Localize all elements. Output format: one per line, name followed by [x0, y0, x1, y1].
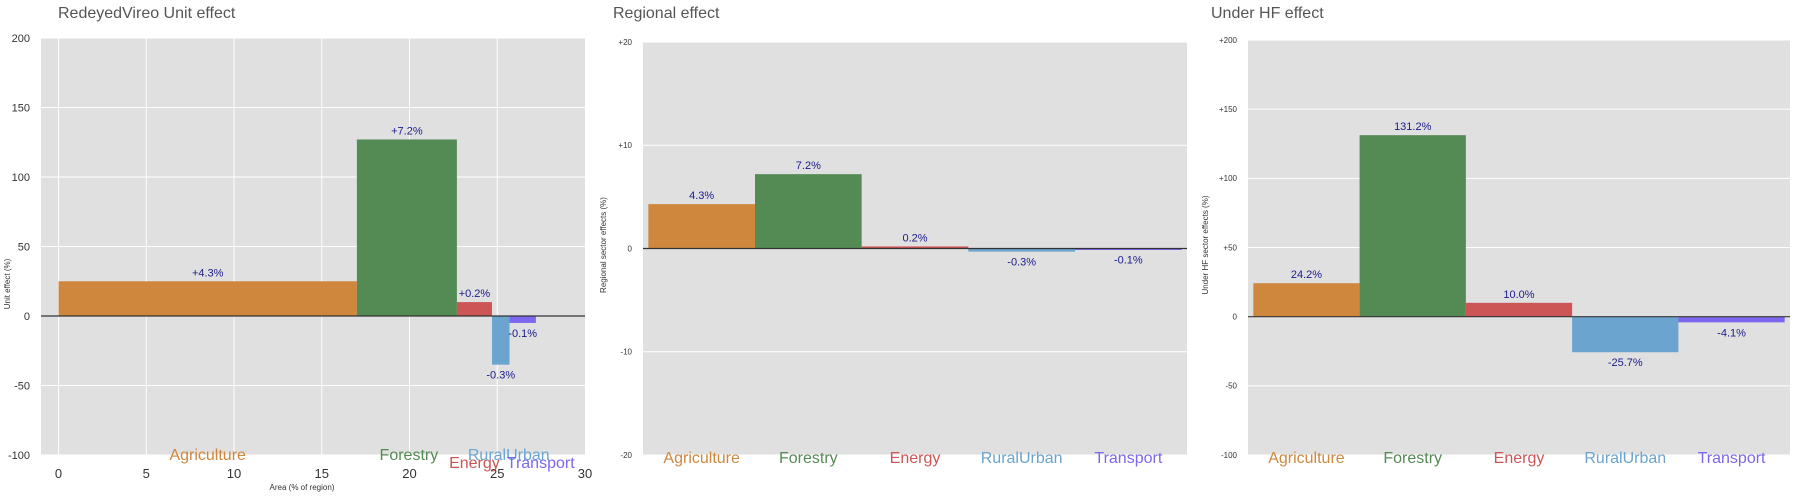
y-axis-label: Unit effect (%) — [3, 258, 12, 309]
bar-transport — [509, 316, 536, 323]
data-label: 24.2% — [1291, 269, 1322, 281]
category-label-ruralurban: RuralUrban — [1584, 450, 1666, 467]
category-label-transport: Transport — [1698, 450, 1766, 467]
chart-title: Under HF effect — [1211, 5, 1324, 22]
bar-ruralurban — [968, 248, 1075, 252]
x-tick-label: 10 — [227, 466, 241, 481]
y-axis-label: Under HF sector effects (%) — [1201, 195, 1210, 294]
x-tick-label: 0 — [55, 466, 62, 481]
category-label-energy: Energy — [449, 455, 500, 472]
y-tick-label: 150 — [12, 102, 30, 114]
y-axis-label: Regional sector effects (%) — [599, 197, 608, 293]
y-tick-label: 0 — [1233, 312, 1238, 321]
data-label: 7.2% — [796, 160, 821, 172]
chart-under-hf-effect: Under HF effect Under HF sector effects … — [1201, 5, 1790, 467]
bar-energy — [861, 246, 969, 249]
category-label-forestry: Forestry — [1383, 450, 1442, 467]
y-tick-label: 0 — [24, 311, 30, 323]
data-label: 0.2% — [902, 232, 927, 244]
category-label-transport: Transport — [1094, 450, 1162, 467]
category-label-energy: Energy — [890, 450, 941, 467]
y-tick-label: +100 — [1219, 174, 1238, 183]
data-label: 131.2% — [1394, 121, 1432, 133]
data-label: -0.1% — [1114, 255, 1143, 267]
y-tick-label: -20 — [620, 451, 632, 460]
bar-energy — [1465, 302, 1573, 317]
x-tick-label: 30 — [578, 466, 592, 481]
bar-transport — [1678, 316, 1785, 323]
category-label-agriculture: Agriculture — [1268, 450, 1345, 467]
y-tick-label: +200 — [1219, 36, 1238, 45]
y-tick-label: +10 — [618, 141, 632, 150]
chart-title: Regional effect — [613, 5, 720, 22]
data-label: -25.7% — [1608, 357, 1643, 369]
x-axis-label: Area (% of region) — [270, 483, 335, 492]
bar-transport — [1075, 248, 1182, 250]
category-label-forestry: Forestry — [779, 450, 838, 467]
x-tick-label: 15 — [315, 466, 329, 481]
chart-regional-effect: Regional effect Regional sector effects … — [599, 5, 1187, 467]
y-tick-label: -100 — [1221, 451, 1238, 460]
y-tick-label: 200 — [12, 33, 30, 45]
category-label-ruralurban: RuralUrban — [981, 450, 1063, 467]
bar-forestry — [755, 174, 862, 249]
y-tick-label: +150 — [1219, 105, 1238, 114]
category-label-transport: Transport — [507, 455, 575, 472]
bar-energy — [456, 302, 492, 316]
data-label: 10.0% — [1503, 289, 1534, 301]
x-tick-label: 5 — [143, 466, 150, 481]
y-tick-label: -50 — [14, 380, 30, 392]
category-label-energy: Energy — [1494, 450, 1545, 467]
bar-agriculture — [648, 204, 755, 249]
data-label: -0.3% — [1007, 257, 1036, 269]
data-label: +4.3% — [192, 267, 224, 279]
category-label-ruralurban: RuralUrban — [468, 447, 550, 464]
data-label: +0.2% — [459, 288, 491, 300]
bar-agriculture — [1253, 283, 1360, 317]
y-tick-label: 0 — [628, 244, 633, 253]
data-label: -0.3% — [486, 370, 515, 382]
y-tick-label: +50 — [1223, 243, 1237, 252]
x-tick-label: 20 — [402, 466, 416, 481]
bar-agriculture — [58, 281, 357, 316]
data-label: 4.3% — [689, 190, 714, 202]
x-tick-label: 25 — [490, 466, 504, 481]
bar-forestry — [356, 139, 457, 316]
y-tick-label: -50 — [1225, 382, 1237, 391]
bar-forestry — [1359, 135, 1466, 317]
data-label: -4.1% — [1717, 327, 1746, 339]
y-tick-label: -10 — [620, 348, 632, 357]
y-tick-label: +20 — [618, 38, 632, 47]
data-label: +7.2% — [391, 125, 423, 137]
bar-ruralurban — [491, 316, 510, 365]
category-label-forestry: Forestry — [380, 447, 439, 464]
data-label: -0.1% — [508, 328, 537, 340]
y-tick-label: 50 — [18, 241, 30, 253]
chart-unit-effect: RedeyedVireo Unit effect Area (% of regi… — [3, 5, 592, 492]
y-tick-label: 100 — [12, 172, 30, 184]
y-tick-label: -100 — [8, 450, 30, 462]
category-label-agriculture: Agriculture — [169, 447, 246, 464]
category-label-agriculture: Agriculture — [663, 450, 740, 467]
chart-title: RedeyedVireo Unit effect — [58, 5, 236, 22]
bar-ruralurban — [1572, 316, 1679, 353]
